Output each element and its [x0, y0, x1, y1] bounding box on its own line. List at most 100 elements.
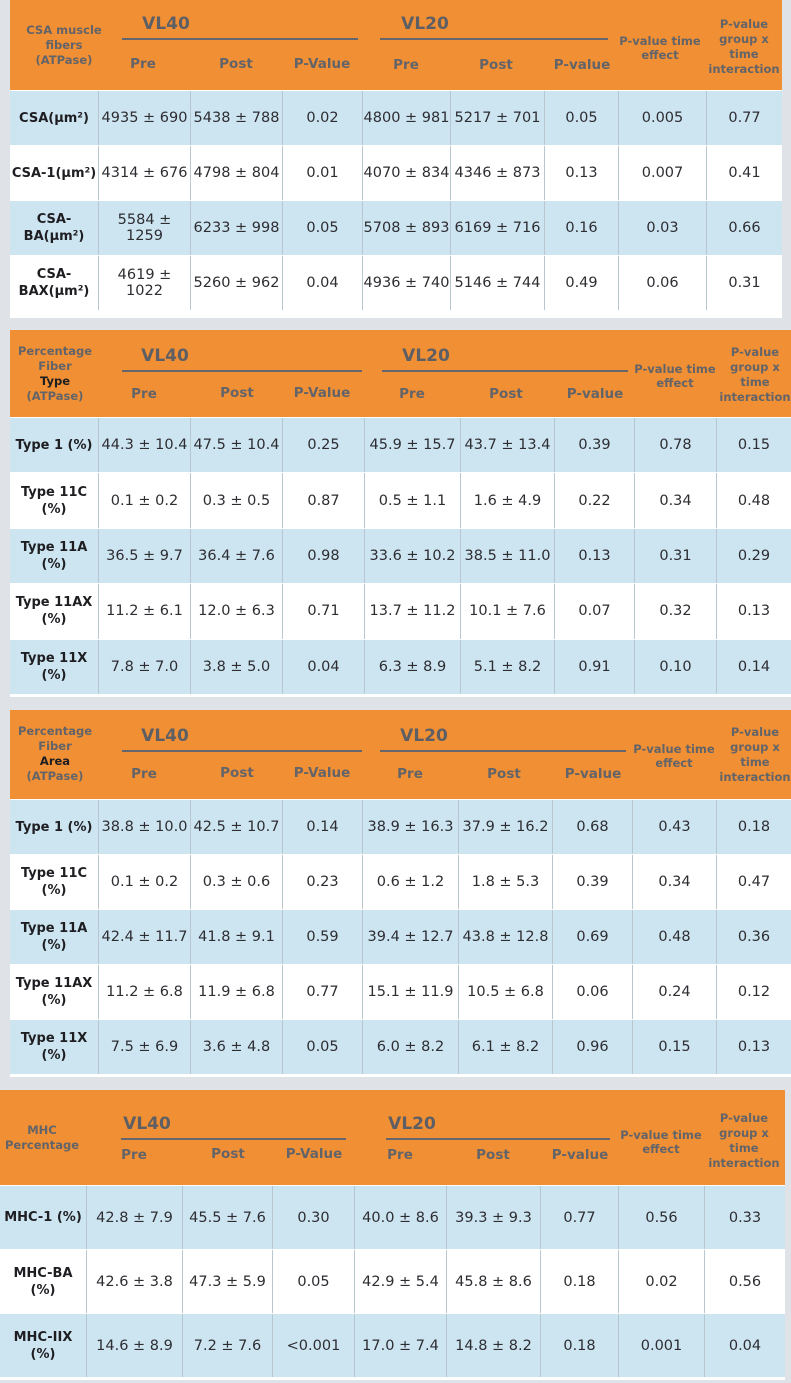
p-time-value: 0.007 [618, 146, 706, 200]
vl20-pre-value: 15.1 ± 11.9 [362, 965, 458, 1019]
table-row: Type 11X (%) 7.8 ± 7.0 3.8 ± 5.0 0.04 6.3 ± … [10, 639, 791, 694]
vl20-p-value: 0.22 [554, 473, 634, 528]
p-interaction-header: P-value group x time interaction [708, 17, 780, 76]
p-interaction-header: P-value group x time interaction [708, 1111, 780, 1170]
vl40-post-value: 11.9 ± 6.8 [190, 965, 282, 1019]
vl20-post-value: 10.1 ± 7.6 [460, 584, 554, 639]
p-interaction-value: 0.13 [716, 1020, 791, 1074]
vl20-post-header: Post [476, 1147, 510, 1163]
vl20-pvalue-header: P-value [553, 57, 611, 73]
p-interaction-value: 0.04 [704, 1314, 785, 1377]
row-label: MHC-IIX (%) [13, 1329, 73, 1362]
row-label: CSA-1(µm²) [11, 165, 97, 181]
vl40-p-value: 0.05 [282, 1020, 362, 1074]
vl20-p-value: 0.16 [544, 201, 618, 255]
p-interaction-value: 0.41 [706, 146, 782, 200]
table-row: Type 11X (%) 7.5 ± 6.9 3.6 ± 4.8 0.05 6.0 ± … [10, 1020, 791, 1074]
vl20-pre-value: 4070 ± 834 [362, 146, 450, 200]
vl40-heading: VL40 [123, 1114, 171, 1134]
row-label: Type 11AX (%) [15, 595, 93, 628]
vl40-pre-header: Pre [130, 56, 156, 72]
vl20-pvalue-header: P-value [564, 766, 622, 782]
vl20-pre-value: 33.6 ± 10.2 [364, 528, 460, 584]
vl40-post-value: 4798 ± 804 [190, 146, 282, 200]
table-header: Percentage Fiber Area (ATPase) VL40 VL20… [10, 710, 791, 799]
vl40-p-value: 0.01 [282, 146, 362, 200]
vl20-p-value: 0.69 [552, 910, 632, 964]
vl20-p-value: 0.68 [552, 800, 632, 854]
row-label: Type 11A (%) [20, 539, 88, 572]
p-time-value: 0.56 [618, 1186, 704, 1249]
p-interaction-value: 0.47 [716, 855, 791, 909]
vl40-pre-value: 11.2 ± 6.1 [98, 584, 190, 639]
vl40-post-value: 7.2 ± 7.6 [182, 1314, 272, 1377]
p-time-value: 0.43 [632, 800, 716, 854]
vl40-post-value: 5438 ± 788 [190, 91, 282, 145]
vl20-post-value: 1.6 ± 4.9 [460, 473, 554, 528]
p-interaction-value: 0.77 [706, 91, 782, 145]
vl40-pre-header: Pre [121, 1147, 147, 1163]
vl40-pre-value: 42.8 ± 7.9 [86, 1186, 182, 1249]
vl40-heading: VL40 [141, 726, 189, 746]
vl20-p-value: 0.96 [552, 1020, 632, 1074]
vl20-underline [382, 370, 628, 372]
p-interaction-value: 0.56 [704, 1250, 785, 1313]
vl40-post-value: 47.3 ± 5.9 [182, 1250, 272, 1313]
vl20-post-value: 5.1 ± 8.2 [460, 639, 554, 694]
vl40-post-value: 0.3 ± 0.5 [190, 473, 282, 528]
corner-label: MHC Percentage [5, 1123, 79, 1152]
row-label: Type 11C (%) [20, 866, 88, 898]
vl20-p-value: 0.39 [552, 855, 632, 909]
vl40-pre-value: 4619 ± 1022 [98, 256, 190, 310]
vl40-post-header: Post [211, 1146, 245, 1162]
table-row: CSA-BA(µm²) 5584 ± 1259 6233 ± 998 0.05 5708… [10, 201, 782, 255]
p-time-value: 0.34 [634, 473, 716, 528]
p-time-value: 0.24 [632, 965, 716, 1019]
table-row: Type 11C (%) 0.1 ± 0.2 0.3 ± 0.5 0.87 0.5 ± … [10, 473, 791, 528]
vl40-underline [121, 1138, 346, 1140]
vl20-underline [386, 1138, 610, 1140]
vl20-pre-header: Pre [387, 1147, 413, 1163]
row-label: Type 11A (%) [20, 921, 88, 953]
vl20-pre-value: 17.0 ± 7.4 [354, 1314, 446, 1377]
p-interaction-value: 0.29 [716, 528, 791, 584]
vl20-post-value: 43.7 ± 13.4 [460, 418, 554, 473]
vl40-p-value: 0.77 [282, 965, 362, 1019]
vl20-post-value: 14.8 ± 8.2 [446, 1314, 540, 1377]
vl20-pre-header: Pre [399, 386, 425, 402]
vl20-p-value: 0.77 [540, 1186, 618, 1249]
p-time-header: P-value time effect [620, 1128, 702, 1156]
vl40-pvalue-header: P-Value [293, 56, 351, 72]
vl20-pre-value: 0.6 ± 1.2 [362, 855, 458, 909]
vl20-p-value: 0.18 [540, 1314, 618, 1377]
vl40-post-value: 47.5 ± 10.4 [190, 418, 282, 473]
table-row: CSA-1(µm²) 4314 ± 676 4798 ± 804 0.01 4070 ±… [10, 146, 782, 200]
p-interaction-value: 0.13 [716, 584, 791, 639]
corner-label-a: Percentage Fiber [18, 724, 92, 753]
vl40-pre-value: 0.1 ± 0.2 [98, 473, 190, 528]
corner-label-c: (ATPase) [26, 769, 84, 783]
vl40-post-value: 3.8 ± 5.0 [190, 639, 282, 694]
vl40-pre-value: 7.5 ± 6.9 [98, 1020, 190, 1074]
p-interaction-value: 0.31 [706, 256, 782, 310]
vl40-pre-value: 4314 ± 676 [98, 146, 190, 200]
vl20-underline [380, 750, 626, 752]
vl20-underline [380, 38, 608, 40]
vl20-p-value: 0.49 [544, 256, 618, 310]
vl20-pvalue-header: P-value [566, 386, 624, 402]
vl20-p-value: 0.91 [554, 639, 634, 694]
p-time-value: 0.32 [634, 584, 716, 639]
table-header: Percentage Fiber Type (ATPase) VL40 VL20… [10, 330, 791, 417]
vl40-post-value: 3.6 ± 4.8 [190, 1020, 282, 1074]
p-time-header: P-value time effect [619, 34, 701, 62]
vl20-pre-value: 4936 ± 740 [362, 256, 450, 310]
vl40-pre-value: 44.3 ± 10.4 [98, 418, 190, 473]
vl40-post-value: 41.8 ± 9.1 [190, 910, 282, 964]
row-label: MHC-1 (%) [4, 1210, 82, 1225]
vl40-p-value: 0.59 [282, 910, 362, 964]
corner-label: Percentage Fiber Type (ATPase) [12, 338, 98, 410]
vl20-post-value: 37.9 ± 16.2 [458, 800, 552, 854]
table-csa: CSA muscle fibers (ATPase) VL40 VL20 Pre… [10, 0, 782, 318]
vl20-pre-value: 6.3 ± 8.9 [364, 639, 460, 694]
vl40-p-value: 0.30 [272, 1186, 354, 1249]
